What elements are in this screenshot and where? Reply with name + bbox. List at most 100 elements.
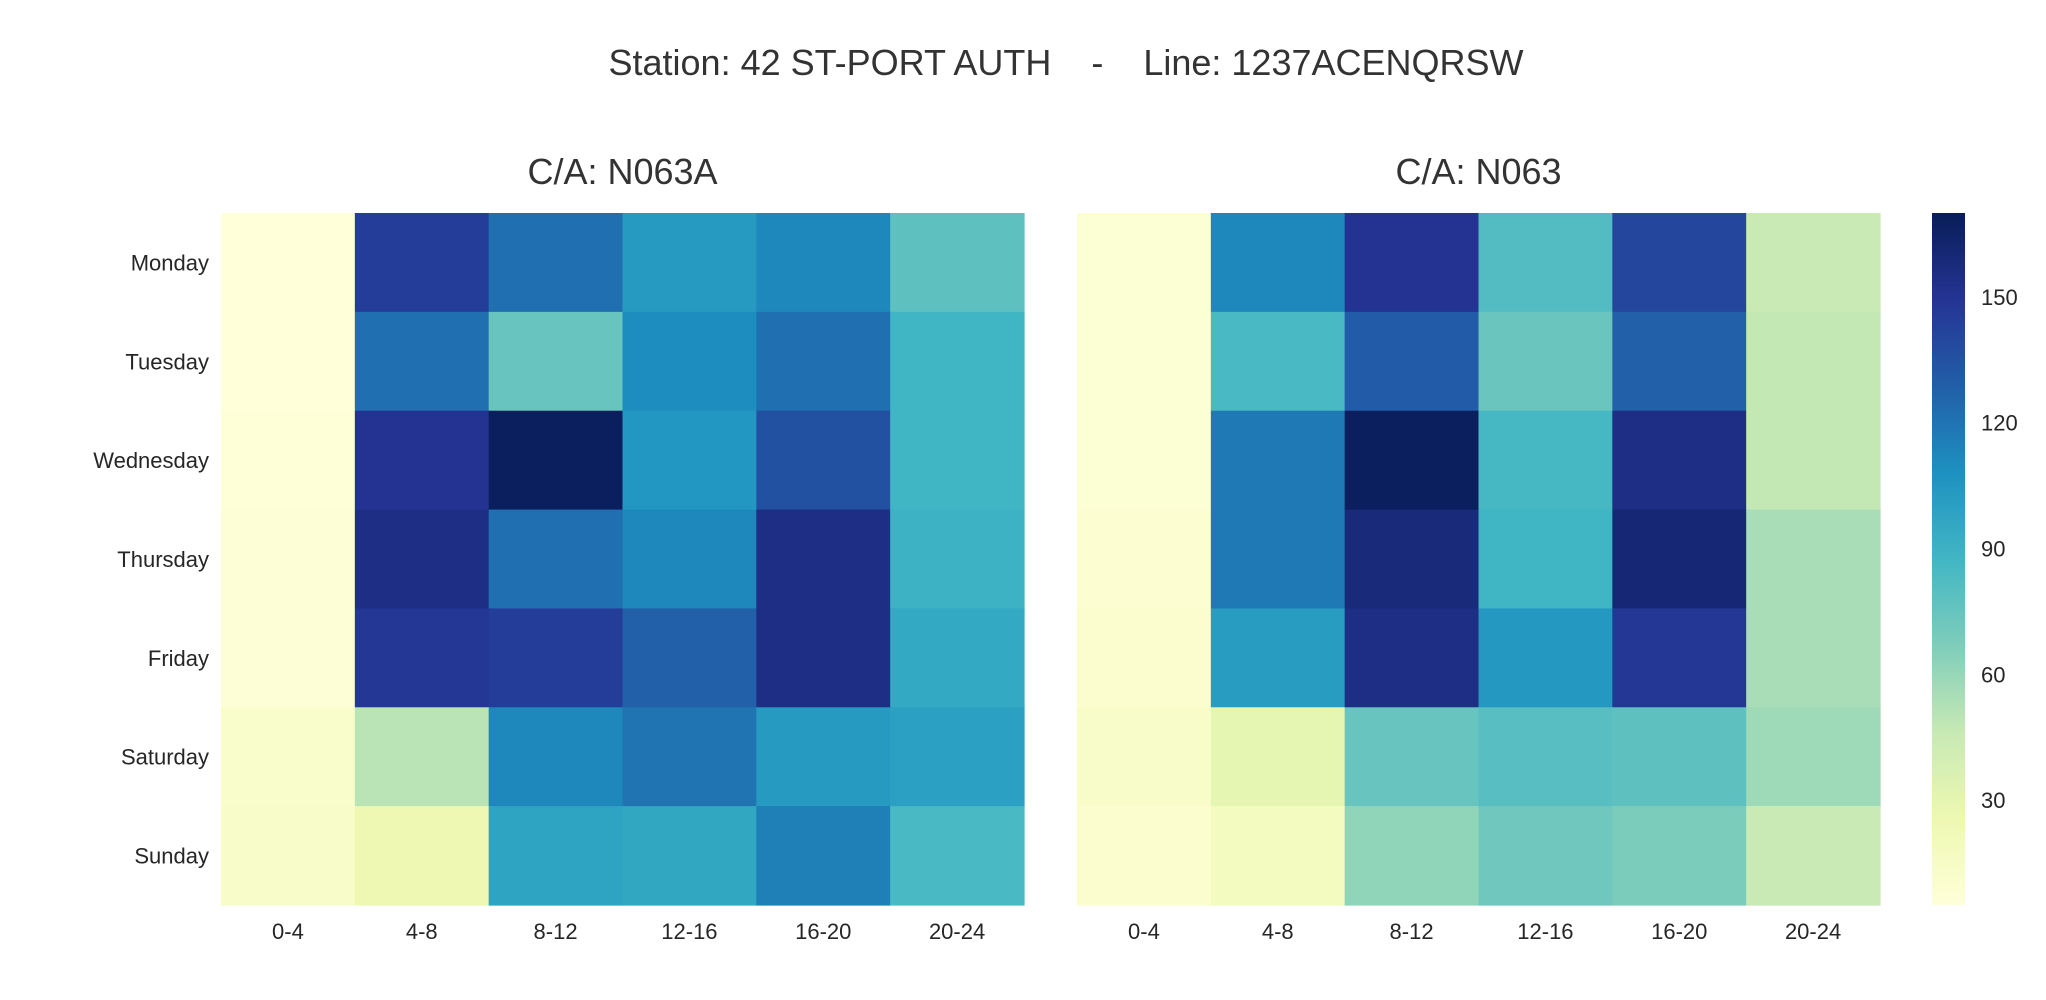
heatmap-cell (221, 213, 356, 313)
heatmap-cell (354, 311, 490, 412)
heatmap-cell (1612, 707, 1747, 807)
colorbar-tick-label: 150 (1981, 285, 2018, 310)
heatmap-cell (890, 509, 1025, 610)
heatmap-cell (890, 311, 1025, 412)
heatmap-cell (354, 806, 490, 906)
heatmap-cell (488, 311, 624, 412)
y-tick-label: Thursday (117, 547, 209, 572)
heatmap-cell (1612, 311, 1747, 412)
heatmap-cell (1746, 311, 1881, 412)
heatmap-panel-1: C/A: N063A 0-4 4-8 8-12 12-16 16-20 20-24 Monda… (93, 151, 1025, 944)
colorbar-gradient (1932, 213, 1965, 905)
heatmap-cell (1210, 410, 1346, 511)
heatmap-cell (1210, 311, 1346, 412)
heatmap-cell (221, 509, 356, 610)
heatmap-cell (622, 806, 757, 906)
heatmap-cell (488, 410, 624, 511)
y-tick-label: Saturday (121, 745, 209, 770)
x-tick-label: 16-20 (795, 919, 851, 944)
heatmap-cell (1612, 806, 1747, 906)
x-tick-label: 16-20 (1651, 919, 1707, 944)
heatmap-cell (756, 410, 891, 511)
colorbar-tick-label: 90 (1981, 537, 2005, 562)
heatmap-cell (1746, 509, 1881, 610)
heatmap-cell (622, 213, 757, 313)
heatmap-cell (488, 707, 624, 807)
heatmap-cell (890, 608, 1025, 708)
panel-title: C/A: N063A (527, 151, 717, 192)
heatmap-cell (1210, 707, 1346, 807)
heatmap-cell (1077, 410, 1212, 511)
heatmap-cell (622, 707, 757, 807)
heatmap-cell (221, 707, 356, 807)
heatmap-cell (756, 707, 891, 807)
heatmap-cell (1478, 806, 1613, 906)
heatmap-cell (756, 311, 891, 412)
y-tick-label: Tuesday (125, 349, 209, 374)
colorbar-tick-label: 120 (1981, 411, 2018, 436)
heatmap-cell (1344, 509, 1480, 610)
y-tick-label: Monday (131, 250, 209, 275)
heatmap-cell (1210, 509, 1346, 610)
heatmap-cell (1746, 806, 1881, 906)
heatmap-cell (1478, 608, 1613, 708)
heatmap-cell (1344, 410, 1480, 511)
heatmap-cell (221, 608, 356, 708)
heatmap-cell (1210, 806, 1346, 906)
heatmap-cell (354, 608, 490, 708)
x-tick-label: 12-16 (1517, 919, 1573, 944)
heatmap-cell (1746, 213, 1881, 313)
heatmap-cell (622, 311, 757, 412)
heatmap-cell (890, 806, 1025, 906)
heatmap-cell (1478, 410, 1613, 511)
heatmap-panel-2: C/A: N063 0-4 4-8 8-12 12-16 16-20 20-24 (1077, 151, 1881, 944)
heatmap-cell (1612, 608, 1747, 708)
heatmap-cell (1612, 410, 1747, 511)
heatmap-cell (622, 509, 757, 610)
heatmap-cell (1746, 410, 1881, 511)
heatmap-cell (1344, 707, 1480, 807)
heatmap-cell (1478, 311, 1613, 412)
colorbar-tick-label: 30 (1981, 788, 2005, 813)
heatmap-cell (354, 509, 490, 610)
heatmap-cell (1077, 213, 1212, 313)
y-tick-label: Sunday (134, 844, 209, 869)
heatmap-cell (1746, 707, 1881, 807)
heatmap-cell (1077, 806, 1212, 906)
heatmap-cell (221, 410, 356, 511)
panel-title: C/A: N063 (1395, 151, 1561, 192)
heatmap-cell (221, 806, 356, 906)
x-tick-label: 4-8 (406, 919, 438, 944)
heatmap-cell (221, 311, 356, 412)
heatmap-cell (1344, 806, 1480, 906)
y-tick-label: Wednesday (93, 448, 209, 473)
heatmap-cell (1746, 608, 1881, 708)
x-tick-label: 0-4 (272, 919, 304, 944)
y-tick-label: Friday (148, 646, 209, 671)
heatmap-cell (1612, 213, 1747, 313)
x-tick-label: 8-12 (1390, 919, 1434, 944)
heatmap-cell (756, 213, 891, 313)
heatmap-cell (622, 410, 757, 511)
colorbar: 30 60 90 120 150 (1932, 213, 2018, 905)
heatmap-cell (890, 707, 1025, 807)
heatmap-cell (488, 213, 624, 313)
heatmap-cell (1077, 311, 1212, 412)
heatmap-cell (1344, 608, 1480, 708)
colorbar-tick-label: 60 (1981, 662, 2005, 687)
x-tick-label: 12-16 (661, 919, 717, 944)
x-tick-label: 20-24 (1785, 919, 1841, 944)
heatmap-cell (1210, 213, 1346, 313)
heatmap-cell (488, 509, 624, 610)
x-tick-label: 8-12 (534, 919, 578, 944)
heatmap-cell (488, 608, 624, 708)
x-tick-label: 4-8 (1262, 919, 1294, 944)
heatmap-cell (1478, 509, 1613, 610)
chart-title: Station: 42 ST-PORT AUTH - Line: 1237ACE… (608, 42, 1523, 83)
heatmap-cell (1210, 608, 1346, 708)
heatmap-cell (622, 608, 757, 708)
heatmap-cell (756, 509, 891, 610)
heatmap-cell (1344, 213, 1480, 313)
heatmap-cell (488, 806, 624, 906)
